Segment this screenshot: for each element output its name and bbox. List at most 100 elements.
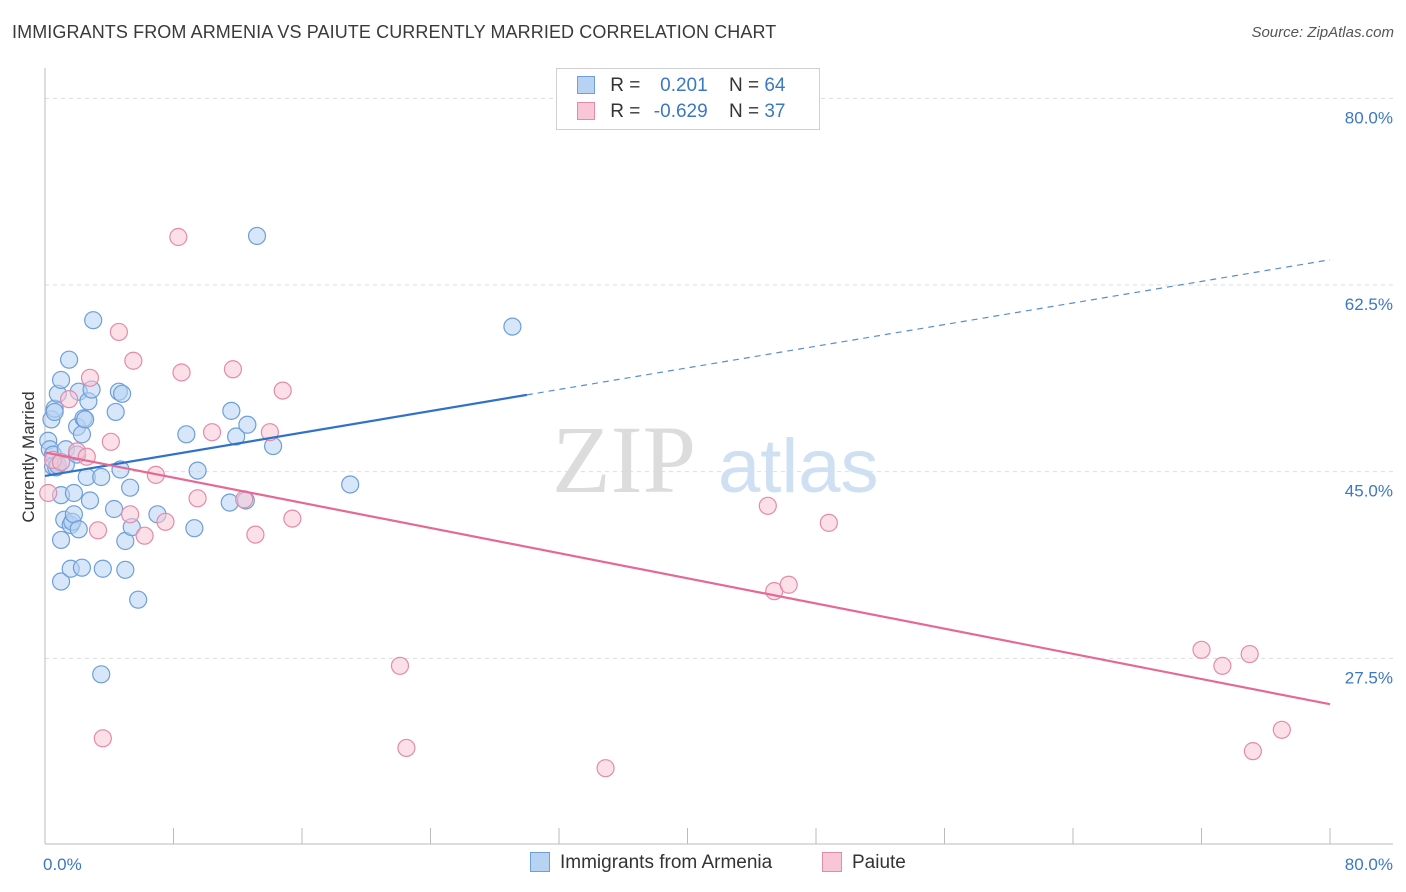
- armenia-point: [112, 384, 132, 403]
- x-tick-label: 80.0%: [1345, 855, 1393, 874]
- paiute-point: [51, 452, 71, 472]
- paiute-point: [39, 483, 58, 503]
- watermark: ZIP atlas: [552, 406, 879, 513]
- armenia-point: [188, 461, 207, 480]
- watermark-zip: ZIP: [552, 406, 696, 513]
- paiute-point: [596, 759, 615, 778]
- legend-n-value: 37: [764, 101, 786, 122]
- paiute-point: [1272, 720, 1291, 739]
- armenia-point: [64, 483, 84, 503]
- paiute-point: [1213, 656, 1232, 675]
- armenia-point: [121, 478, 140, 497]
- legend-row-paiute: R = -0.629 N = 37: [577, 101, 785, 127]
- paiute-point: [1240, 644, 1259, 664]
- y-tick-label: 62.5%: [1345, 295, 1393, 314]
- armenia-point: [51, 530, 71, 550]
- watermark-atlas: atlas: [718, 424, 879, 509]
- armenia-point: [45, 402, 64, 422]
- paiute-point: [202, 423, 222, 442]
- armenia-point: [84, 311, 103, 330]
- armenia-point: [69, 520, 88, 539]
- paiute-point: [397, 738, 416, 758]
- armenia-point: [129, 590, 148, 609]
- armenia-point: [503, 317, 522, 336]
- armenia-point: [116, 560, 135, 579]
- paiute-point: [1243, 742, 1263, 761]
- paiute-point: [124, 351, 143, 370]
- paiute-point: [59, 390, 79, 409]
- armenia-point: [72, 558, 92, 577]
- armenia-point: [104, 499, 124, 519]
- paiute-point: [156, 512, 175, 531]
- armenia-point: [80, 491, 100, 510]
- armenia-point: [51, 572, 71, 591]
- armenia-point: [72, 425, 92, 444]
- trend-lines: [44, 259, 1331, 706]
- paiute-point: [135, 526, 154, 545]
- paiute-point: [223, 360, 243, 379]
- armenia-point: [59, 350, 79, 369]
- armenia-point: [92, 665, 111, 684]
- armenia-point: [341, 475, 360, 494]
- legend-n-value: 64: [764, 75, 786, 96]
- legend-r-label: R =: [610, 75, 641, 96]
- legend-row-armenia: R = 0.201 N = 64: [577, 75, 785, 101]
- bottom-legend-label: Paiute: [852, 852, 906, 873]
- legend-r-value: -0.629: [653, 101, 708, 122]
- paiute-point: [1192, 640, 1211, 659]
- paiute-point: [246, 525, 265, 544]
- paiute-point: [188, 489, 207, 508]
- stats-legend: R = 0.201 N = 64 R = -0.629 N = 37: [556, 68, 820, 130]
- armenia-point: [177, 425, 196, 444]
- paiute-point: [172, 363, 191, 382]
- armenia-point: [222, 401, 241, 420]
- armenia-point: [51, 370, 71, 390]
- paiute-point: [819, 513, 838, 532]
- data-points: [39, 226, 1291, 778]
- paiute-point: [758, 496, 777, 515]
- bottom-legend-armenia: Immigrants from Armenia: [530, 852, 772, 874]
- paiute-point: [109, 322, 128, 342]
- armenia-point: [227, 427, 246, 446]
- armenia-point: [76, 410, 95, 429]
- armenia-point: [93, 559, 112, 578]
- legend-swatch-paiute: [577, 102, 595, 120]
- bottom-swatch-armenia: [530, 852, 550, 872]
- armenia-point: [106, 402, 125, 422]
- grid-lines: [45, 97, 1393, 659]
- paiute-point: [101, 432, 120, 451]
- paiute-point: [169, 227, 188, 247]
- y-axis-label: Currently Married: [19, 391, 38, 522]
- x-tick-label: 0.0%: [43, 855, 82, 874]
- armenia-point: [92, 467, 111, 487]
- tick-labels: 27.5% 45.0% 62.5% 80.0% 0.0% 80.0%: [43, 108, 1393, 874]
- armenia-trend-extension: [526, 259, 1331, 396]
- paiute-point: [121, 505, 140, 524]
- armenia-trend-line: [44, 393, 528, 478]
- legend-n-label: N =: [728, 101, 760, 122]
- chart-title: IMMIGRANTS FROM ARMENIA VS PAIUTE CURREN…: [12, 22, 777, 42]
- bottom-legend-paiute: Paiute: [822, 852, 906, 874]
- paiute-point: [779, 575, 798, 594]
- paiute-point: [93, 729, 112, 748]
- y-tick-label: 80.0%: [1345, 108, 1393, 127]
- paiute-point: [80, 368, 100, 387]
- armenia-point: [185, 519, 204, 538]
- armenia-point: [247, 226, 267, 246]
- paiute-point: [273, 381, 292, 400]
- legend-n-label: N =: [728, 75, 760, 96]
- source-label: Source: ZipAtlas.com: [1251, 24, 1394, 41]
- legend-r-value: 0.201: [660, 75, 708, 96]
- bottom-legend-label: Immigrants from Armenia: [560, 852, 773, 873]
- legend-r-label: R =: [610, 101, 641, 122]
- legend-swatch-armenia: [577, 76, 595, 94]
- paiute-point: [88, 521, 108, 540]
- paiute-point: [390, 656, 410, 675]
- bottom-swatch-paiute: [822, 852, 842, 872]
- y-tick-label: 45.0%: [1345, 482, 1393, 501]
- paiute-point: [283, 509, 302, 528]
- armenia-point: [238, 415, 257, 434]
- y-tick-label: 27.5%: [1345, 668, 1393, 687]
- paiute-trend-line: [44, 451, 1331, 706]
